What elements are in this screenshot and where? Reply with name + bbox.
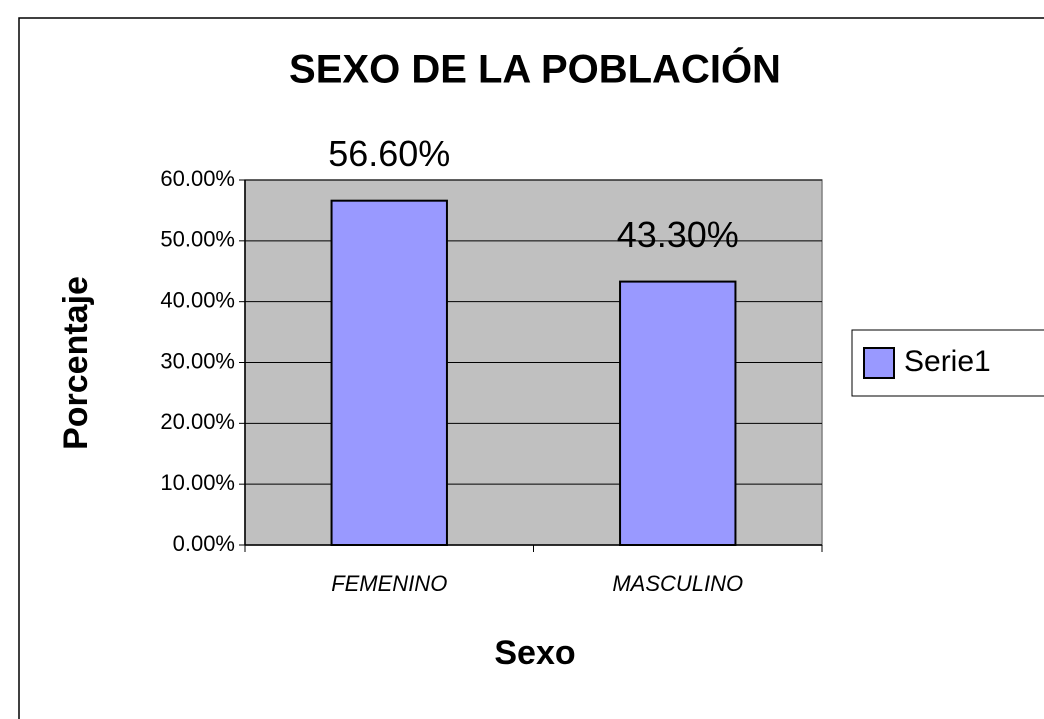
chart-title: SEXO DE LA POBLACIÓN: [289, 46, 781, 92]
y-tick-label: 40.00%: [160, 287, 235, 312]
legend-swatch: [863, 347, 895, 379]
bar: [619, 280, 737, 546]
data-label: 43.30%: [617, 214, 739, 255]
x-tick-label: MASCULINO: [612, 571, 743, 596]
data-label: 56.60%: [328, 133, 450, 174]
y-axis-label: Porcentaje: [57, 276, 95, 450]
legend-label: Serie1: [904, 345, 991, 378]
y-tick-label: 50.00%: [160, 227, 235, 252]
y-tick-label: 10.00%: [160, 470, 235, 495]
y-tick-label: 20.00%: [160, 409, 235, 434]
x-axis-label: Sexo: [494, 634, 575, 672]
y-tick-label: 60.00%: [160, 166, 235, 191]
y-tick-label: 0.00%: [173, 531, 235, 556]
bar: [330, 199, 448, 547]
y-tick-label: 30.00%: [160, 348, 235, 373]
x-tick-label: FEMENINO: [331, 571, 447, 596]
